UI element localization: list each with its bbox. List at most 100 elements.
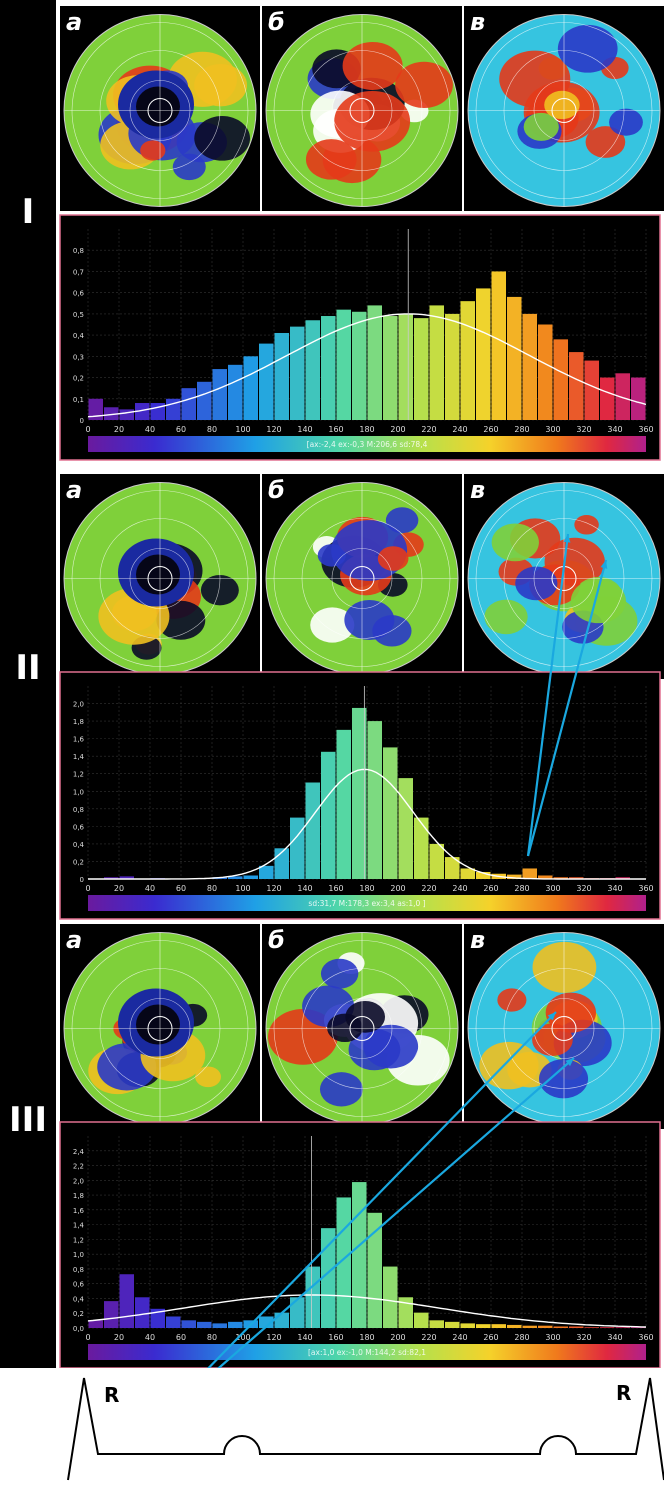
map-blob — [305, 139, 357, 180]
map-blob — [585, 126, 626, 158]
map-letter: б — [268, 926, 285, 954]
map-letter: б — [268, 476, 285, 504]
section-label-III: III — [9, 1100, 47, 1140]
histogram-bar — [460, 1323, 475, 1328]
x-tick-label: 20 — [114, 1333, 124, 1342]
histogram-bar — [553, 339, 568, 420]
stats-readout: [ax:1,0 ex:-1,0 M:144,2 sd:82,1 — [308, 1348, 426, 1357]
histogram-bar — [414, 817, 429, 879]
x-tick-label: 60 — [176, 425, 186, 434]
stats-readout: [ax:-2,4 ex:-0,3 M:206,6 sd:78,4 — [307, 440, 428, 449]
map-blob — [545, 992, 596, 1033]
histogram-bar — [352, 1182, 367, 1328]
map-blob — [344, 599, 395, 640]
ecg-r-label-right: R — [616, 1381, 631, 1405]
polar-map-2-1: а — [60, 474, 262, 679]
y-tick-label: 2,2 — [73, 1163, 84, 1171]
x-tick-label: 120 — [266, 1333, 281, 1342]
map-blob — [342, 41, 403, 91]
x-tick-label: 200 — [390, 425, 405, 434]
histogram-bar — [538, 875, 553, 879]
x-tick-label: 40 — [145, 884, 155, 893]
x-tick-label: 320 — [576, 1333, 591, 1342]
color-scale-bar — [88, 895, 646, 911]
histogram-bar — [538, 324, 553, 420]
connector-arrow — [526, 559, 608, 857]
y-tick-label: 0,2 — [73, 858, 84, 866]
map-blob — [539, 1059, 589, 1099]
polar-map-3-3: в — [464, 924, 664, 1129]
map-blob — [532, 941, 597, 993]
histogram-bar — [569, 877, 584, 879]
connector-arrow-head — [565, 1058, 574, 1067]
connector-arrow-head — [563, 534, 571, 543]
polar-map-3-2: б — [262, 924, 464, 1129]
x-tick-label: 320 — [576, 425, 591, 434]
x-tick-label: 80 — [207, 425, 217, 434]
histogram-bar — [259, 343, 274, 420]
x-tick-label: 260 — [483, 884, 498, 893]
y-tick-label: 0,7 — [73, 268, 84, 276]
y-tick-label: 0 — [80, 876, 84, 884]
connector-arrow-head — [600, 560, 608, 569]
map-blob — [140, 140, 166, 161]
x-tick-label: 60 — [176, 884, 186, 893]
histogram-bar — [181, 1320, 196, 1328]
histogram-bar — [181, 388, 196, 420]
histogram-bar — [212, 369, 227, 420]
map-blob — [484, 599, 528, 635]
y-tick-label: 2,0 — [73, 1177, 84, 1185]
histogram-bar — [290, 817, 305, 879]
histogram-bar — [243, 875, 258, 879]
x-tick-label: 160 — [328, 425, 343, 434]
map-blob — [319, 1072, 363, 1107]
histogram-bar — [445, 857, 460, 879]
map-blob — [327, 1013, 363, 1043]
map-blob — [194, 116, 251, 161]
y-tick-label: 1,2 — [73, 771, 84, 779]
histogram-bar — [259, 1316, 274, 1328]
map-core-dark — [136, 1004, 180, 1045]
y-tick-label: 0 — [80, 417, 84, 425]
map-blob — [609, 108, 643, 136]
histogram-2: 0 20 40 60 80 100 120 140 160 180 200 220 240 260 280 3… — [59, 671, 661, 920]
histogram-3: 0 20 40 60 80 100 120 140 160 180 200 220 240 260 280 3… — [59, 1121, 661, 1369]
x-tick-label: 340 — [607, 425, 622, 434]
histogram-bar — [321, 316, 336, 420]
histogram-bar — [150, 403, 165, 420]
y-tick-label: 0,2 — [73, 375, 84, 383]
map-blob — [377, 546, 409, 571]
histogram-bar — [476, 288, 491, 420]
map-blob — [172, 153, 206, 181]
histogram-bar — [460, 301, 475, 420]
histogram-bar — [367, 1212, 382, 1328]
connector-arrow — [149, 1057, 575, 1429]
y-tick-label: 1,8 — [73, 718, 84, 726]
map-blob — [497, 988, 527, 1012]
histogram-bar — [538, 1325, 553, 1328]
x-tick-label: 200 — [390, 884, 405, 893]
map-blob — [320, 958, 359, 989]
polar-rim — [265, 14, 459, 207]
x-tick-label: 120 — [266, 425, 281, 434]
map-blob — [200, 574, 239, 606]
ecg-r-label-left: R — [104, 1383, 119, 1407]
histogram-bar — [584, 1327, 599, 1328]
x-tick-label: 0 — [85, 884, 90, 893]
histogram-bar — [553, 1326, 568, 1328]
map-letter: а — [66, 8, 82, 36]
x-tick-label: 80 — [207, 884, 217, 893]
histogram-bar — [460, 868, 475, 879]
x-tick-label: 300 — [545, 1333, 560, 1342]
y-tick-label: 1,8 — [73, 1192, 84, 1200]
y-tick-label: 2,0 — [73, 701, 84, 709]
x-tick-label: 140 — [297, 1333, 312, 1342]
x-tick-label: 260 — [483, 1333, 498, 1342]
x-tick-label: 360 — [638, 884, 653, 893]
map-blob — [532, 1023, 573, 1057]
map-blob — [385, 507, 419, 534]
histogram-bar — [600, 1327, 615, 1328]
histogram-bar — [491, 271, 506, 420]
histogram-bar — [212, 1323, 227, 1328]
